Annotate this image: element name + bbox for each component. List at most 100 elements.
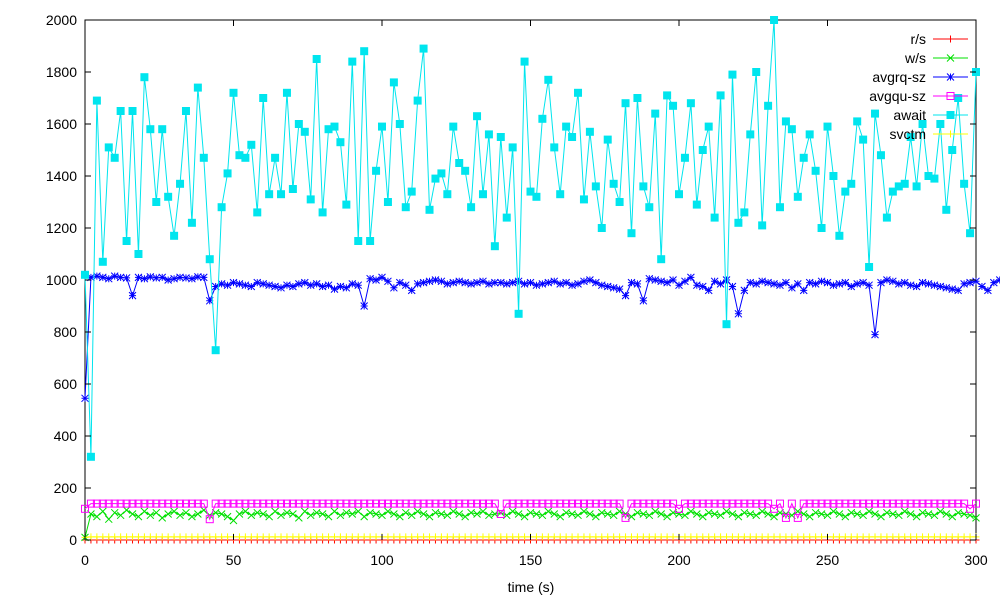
data-point-svctm [176,533,184,541]
data-point-svctm [521,533,529,541]
data-point-avgrq-sz [966,278,974,287]
data-point-avgqu-sz [621,513,630,522]
data-point-await [781,117,790,126]
data-point-w-s [817,510,826,518]
y-tick-label: 600 [54,376,78,392]
data-point-avgrq-sz [710,277,719,286]
data-point-svctm [651,533,659,541]
data-point-await [383,198,392,206]
data-point-avgrq-sz [467,280,475,288]
data-point-svctm [449,533,457,541]
data-point-w-s [859,511,867,520]
data-point-avgqu-sz [728,499,737,508]
data-point-w-s [116,511,125,520]
data-point-svctm [669,533,677,541]
data-point-avgrq-sz [960,280,968,288]
data-point-avgrq-sz [663,278,671,287]
data-point-w-s [294,514,303,522]
data-point-await [496,133,505,141]
data-point-w-s [342,508,351,517]
data-point-avgqu-sz [876,499,885,508]
data-point-avgqu-sz [894,499,903,508]
data-point-svctm [289,533,297,541]
data-point-svctm [616,533,624,541]
data-point-w-s [538,511,547,520]
data-point-avgrq-sz [835,280,844,288]
data-point-avgqu-sz [211,499,220,508]
data-point-await [277,190,286,199]
data-point-await [936,120,945,128]
data-point-avgqu-sz [716,499,725,508]
data-point-avgqu-sz [187,499,196,508]
data-point-avgrq-sz [336,282,345,291]
data-point-w-s [550,510,559,518]
data-point-avgrq-sz [425,277,434,286]
data-point-svctm [782,533,790,541]
data-point-avgrq-sz [883,276,891,284]
data-point-svctm [942,533,950,541]
data-point-avgrq-sz [188,274,196,283]
data-point-avgrq-sz [829,281,838,290]
data-point-await [241,153,250,162]
data-point-avgqu-sz [324,499,333,508]
data-point-avgrq-sz [520,280,529,288]
legend-item-await: await [893,107,968,123]
data-point-w-s [906,510,915,518]
data-point-avgrq-sz [401,281,410,290]
data-point-svctm [372,533,380,541]
data-point-avgqu-sz [490,499,499,508]
data-point-avgrq-sz [455,277,464,286]
data-point-avgrq-sz [758,277,767,286]
data-point-avgqu-sz [823,499,832,508]
data-point-svctm [117,533,125,541]
data-point-avgqu-sz [692,499,701,508]
data-point-svctm [723,533,731,541]
data-point-avgrq-sz [936,282,945,291]
data-point-svctm [580,533,588,541]
data-point-w-s [443,511,452,520]
data-point-svctm [146,533,154,541]
data-point-svctm [622,533,630,541]
data-point-await [181,107,190,115]
data-point-svctm [87,533,95,541]
data-point-avgrq-sz [894,280,903,288]
data-point-avgrq-sz [223,281,232,290]
data-point-avgqu-sz [443,499,452,508]
data-point-avgqu-sz [134,499,143,508]
data-point-svctm [188,533,196,541]
data-point-await [663,91,672,100]
data-point-w-s [98,507,107,516]
data-point-avgqu-sz [722,499,731,508]
data-point-avgqu-sz [288,499,297,508]
data-point-avgrq-sz [782,278,790,287]
data-point-avgrq-sz [544,278,553,287]
data-point-avgqu-sz [282,499,291,508]
data-point-avgqu-sz [514,499,523,508]
series-w-s [81,506,980,542]
data-point-w-s [681,511,689,520]
data-point-avgrq-sz [978,282,986,291]
data-point-avgqu-sz [306,499,315,508]
data-point-svctm [776,533,784,541]
data-point-await [514,309,523,318]
data-point-await [544,75,553,84]
data-point-avgqu-sz [966,504,975,513]
data-point-await [585,127,594,136]
data-point-w-s [894,511,903,520]
data-point-avgrq-sz [318,282,327,291]
data-point-w-s [823,511,832,520]
data-point-svctm [758,533,766,541]
data-point-avgrq-sz [823,278,832,287]
x-tick-label: 200 [667,552,691,568]
data-point-await [455,159,464,167]
data-point-await [413,96,422,105]
data-point-avgrq-sz [164,276,173,284]
data-point-avgrq-sz [675,281,683,290]
data-point-svctm [218,533,226,541]
data-point-await [437,169,446,178]
data-point-svctm [532,533,540,541]
data-point-avgqu-sz [734,499,743,508]
data-point-svctm [954,533,962,541]
data-point-avgqu-sz [835,499,844,508]
